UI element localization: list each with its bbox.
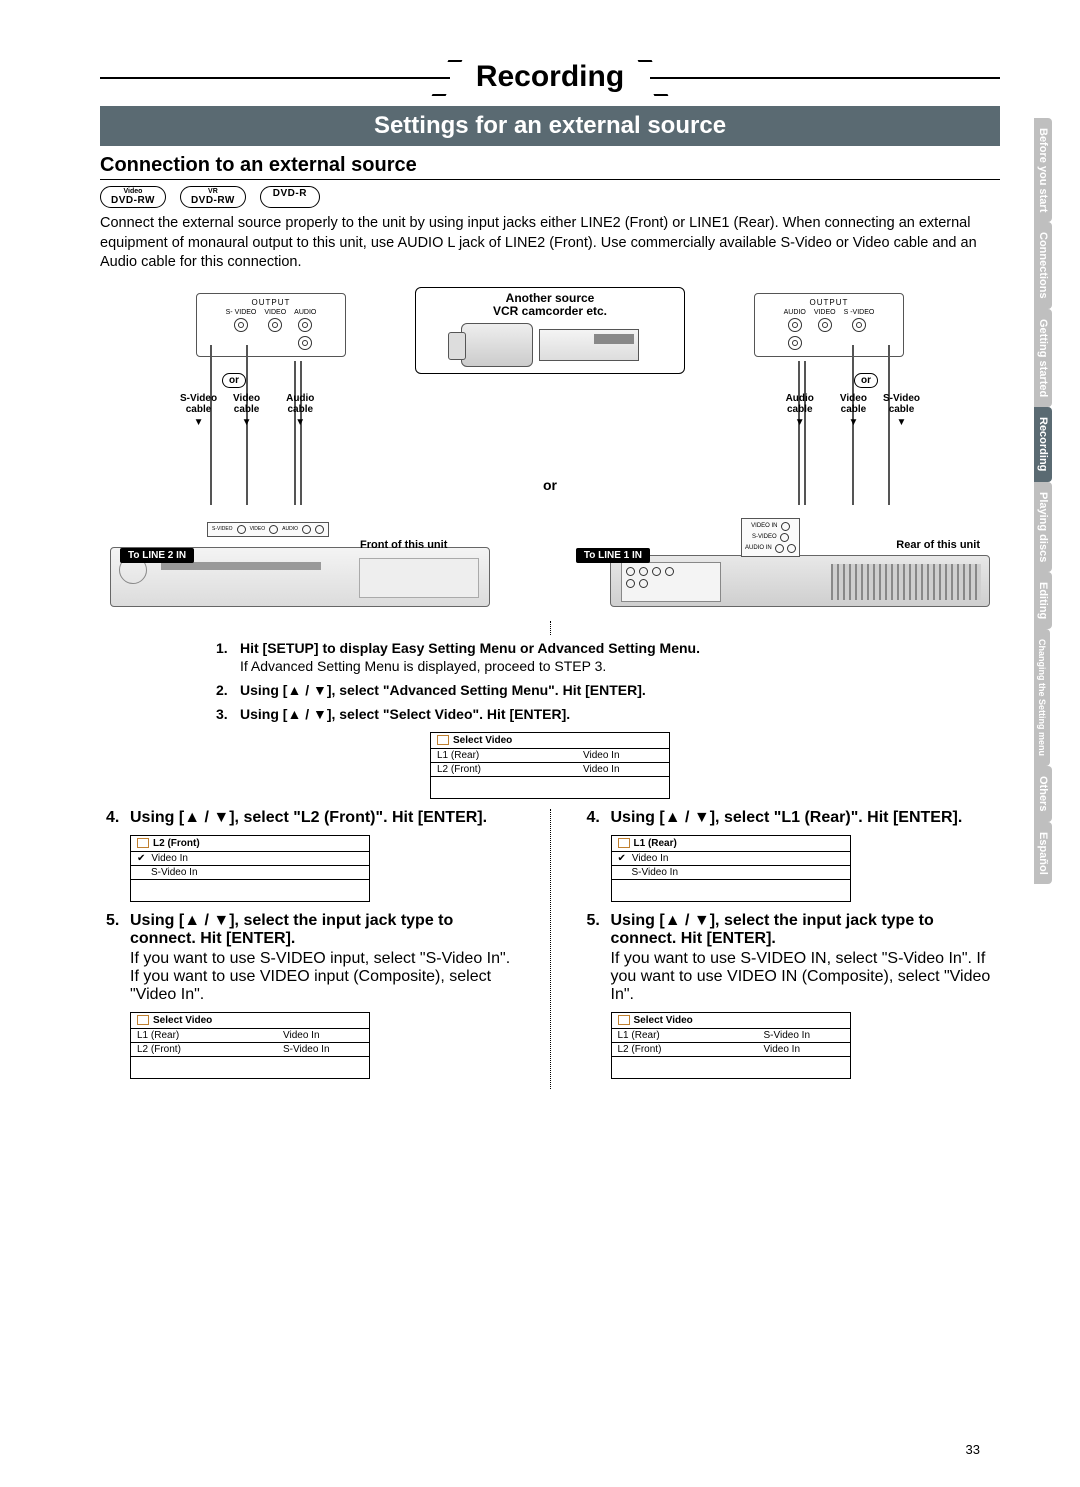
l1-rear-menu: L1 (Rear) Video In S-Video In xyxy=(611,835,851,902)
cable-labels-left: S-Video cable Video cable Audio cable xyxy=(180,393,314,428)
tv-icon xyxy=(618,838,630,848)
line1-badge: To LINE 1 IN xyxy=(576,548,650,563)
section-bar: Settings for an external source xyxy=(100,106,1000,146)
rear-label: Rear of this unit xyxy=(896,539,980,551)
tab-espanol[interactable]: Español xyxy=(1034,822,1052,885)
select-video-result-left: Select Video L1 (Rear)Video In L2 (Front… xyxy=(130,1012,370,1079)
output-panel-left: OUTPUT S- VIDEO VIDEO AUDIO xyxy=(196,293,346,357)
source-label: Another source VCR camcorder etc. xyxy=(424,292,676,320)
column-divider xyxy=(550,809,551,1089)
tab-getting-started[interactable]: Getting started xyxy=(1034,309,1052,407)
steps: 1. Hit [SETUP] to display Easy Setting M… xyxy=(100,640,1000,722)
tab-playing-discs[interactable]: Playing discs xyxy=(1034,482,1052,572)
l2-front-menu: L2 (Front) Video In S-Video In xyxy=(130,835,370,902)
two-column-steps: 4. Using [▲ / ▼], select "L2 (Front)". H… xyxy=(100,809,1000,1089)
step-3: 3. Using [▲ / ▼], select "Select Video".… xyxy=(210,706,960,722)
disc-badge: Video DVD-RW xyxy=(100,186,166,208)
disc-badge: VR DVD-RW xyxy=(180,186,246,208)
disc-badges: Video DVD-RW VR DVD-RW DVD-R xyxy=(100,186,1000,208)
unit-rear: VIDEO IN S-VIDEO AUDIO IN xyxy=(610,555,990,607)
tv-icon xyxy=(618,1015,630,1025)
step-5-left: 5. Using [▲ / ▼], select the input jack … xyxy=(100,912,520,1004)
or-badge: or xyxy=(854,373,878,388)
or-badge: or xyxy=(222,373,246,388)
tv-icon xyxy=(437,735,449,745)
select-video-result-right: Select Video L1 (Rear)S-Video In L2 (Fro… xyxy=(611,1012,851,1079)
step-5-right: 5. Using [▲ / ▼], select the input jack … xyxy=(581,912,1001,1004)
cable-labels-right: Audio cable Video cable S-Video cable xyxy=(786,393,920,428)
step-4-right: 4. Using [▲ / ▼], select "L1 (Rear)". Hi… xyxy=(581,809,1001,827)
sidebar-tabs: Before you start Connections Getting sta… xyxy=(1034,118,1056,884)
subsection-heading: Connection to an external source xyxy=(100,154,1000,180)
intro-text: Connect the external source properly to … xyxy=(100,214,1000,273)
chapter-title-text: Recording xyxy=(476,60,624,93)
tab-connections[interactable]: Connections xyxy=(1034,222,1052,309)
center-or: or xyxy=(543,477,557,493)
line2-badge: To LINE 2 IN xyxy=(120,548,194,563)
vcr-icon xyxy=(539,329,639,361)
disc-badge: DVD-R xyxy=(260,186,320,208)
tv-icon xyxy=(137,1015,149,1025)
chapter-title: Recording xyxy=(100,60,1000,94)
step-4-left: 4. Using [▲ / ▼], select "L2 (Front)". H… xyxy=(100,809,520,827)
tab-before-you-start[interactable]: Before you start xyxy=(1034,118,1052,222)
tab-editing[interactable]: Editing xyxy=(1034,572,1052,629)
step-2: 2. Using [▲ / ▼], select "Advanced Setti… xyxy=(210,682,960,698)
page-number: 33 xyxy=(966,1442,980,1457)
tab-changing-setting[interactable]: Changing the Setting menu xyxy=(1034,629,1050,766)
camcorder-icon xyxy=(461,323,533,367)
tv-icon xyxy=(137,838,149,848)
connection-diagram: OUTPUT S- VIDEO VIDEO AUDIO OUTPUT AUDIO… xyxy=(100,287,1000,607)
step-1: 1. Hit [SETUP] to display Easy Setting M… xyxy=(210,640,960,674)
front-label: Front of this unit xyxy=(360,539,447,551)
select-video-menu: Select Video L1 (Rear)Video In L2 (Front… xyxy=(430,732,670,799)
tab-others[interactable]: Others xyxy=(1034,766,1052,821)
output-panel-right: OUTPUT AUDIO VIDEO S -VIDEO xyxy=(754,293,904,357)
source-box: Another source VCR camcorder etc. xyxy=(415,287,685,375)
tab-recording[interactable]: Recording xyxy=(1034,407,1052,481)
